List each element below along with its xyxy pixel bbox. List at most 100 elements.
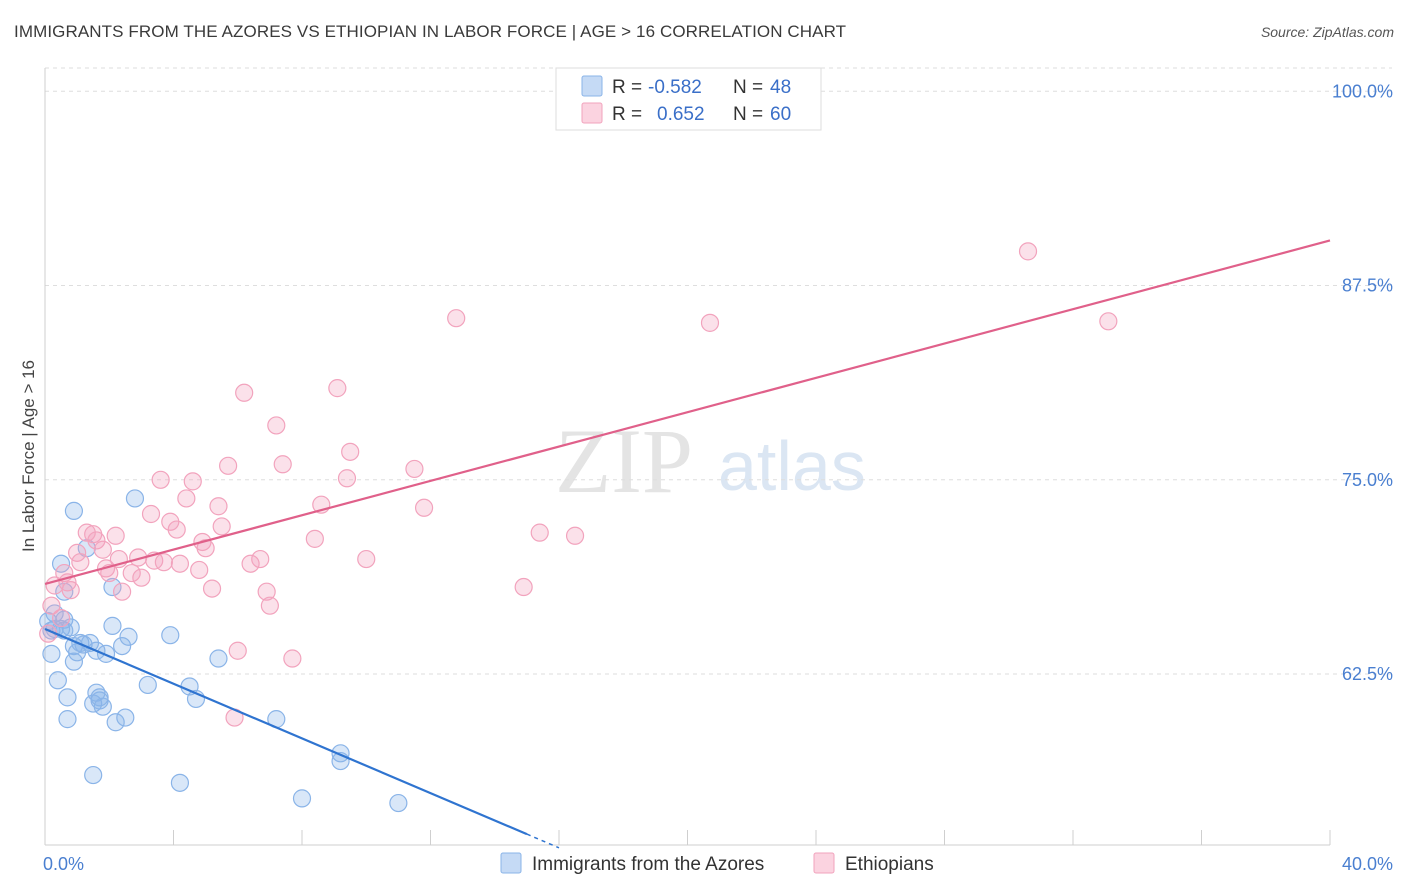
data-point (116, 708, 135, 727)
data-point (112, 582, 132, 601)
data-point (138, 675, 157, 695)
gridlines (45, 67, 1392, 675)
data-point (122, 563, 141, 583)
data-point (414, 498, 434, 517)
y-tick-label: 75.0% (1342, 470, 1393, 490)
y-axis-label: In Labor Force | Age > 16 (19, 360, 38, 552)
data-point (251, 549, 270, 569)
data-point (167, 520, 186, 539)
data-point (328, 379, 347, 398)
data-point (273, 455, 292, 474)
data-point (58, 688, 77, 707)
data-point (235, 383, 254, 402)
watermark-zip: ZIP (555, 410, 693, 512)
trend-line (44, 627, 528, 836)
data-point (219, 456, 238, 475)
data-point (51, 609, 71, 628)
data-point (87, 531, 106, 550)
data-point (190, 560, 209, 580)
data-point (212, 517, 231, 536)
data-point (196, 539, 215, 558)
stats-legend-r-value-ethiopians: 0.652 (657, 104, 705, 125)
series-legend-label-azores: Immigrants from the Azores (532, 854, 764, 875)
data-point (119, 627, 138, 646)
series-legend-swatch-ethiopians (813, 852, 835, 874)
data-point (292, 789, 312, 808)
stats-legend-n-value-azores: 48 (770, 77, 791, 98)
data-point (48, 671, 67, 690)
data-point (267, 416, 286, 435)
data-point (514, 577, 533, 597)
series-legend-swatch-azores (500, 852, 522, 874)
data-point (93, 540, 112, 559)
data-point (106, 713, 125, 732)
stats-legend-r-value-azores: -0.582 (648, 77, 702, 98)
y-tick-label: 62.5% (1342, 664, 1393, 684)
stats-legend-r-label-azores: R = (612, 77, 642, 98)
data-point (64, 501, 84, 520)
watermark-atlas: atlas (718, 427, 866, 505)
data-point (71, 553, 90, 572)
data-point (241, 554, 260, 573)
y-axis-tick-labels: 62.5% 75.0% 87.5% 100.0% (1332, 81, 1393, 684)
y-tick-label: 87.5% (1342, 276, 1393, 296)
trend-line-extension (526, 833, 560, 849)
data-point (389, 793, 408, 813)
data-point (1018, 242, 1038, 261)
series-legend: Immigrants from the Azores Ethiopians (500, 852, 934, 875)
data-point (209, 649, 228, 668)
data-point (170, 554, 190, 573)
data-point (447, 309, 466, 328)
data-point (42, 596, 61, 615)
trend-line (44, 239, 1331, 585)
data-point (305, 529, 324, 548)
y-tick-label: 100.0% (1332, 81, 1393, 101)
data-point (228, 641, 247, 660)
data-point (103, 616, 122, 635)
data-point (161, 626, 180, 645)
data-point (341, 442, 360, 461)
chart-title: IMMIGRANTS FROM THE AZORES VS ETHIOPIAN … (14, 22, 847, 41)
stats-legend-r-label-ethiopians: R = (612, 104, 642, 125)
data-point (283, 649, 302, 668)
data-point (565, 526, 585, 545)
data-point (112, 636, 132, 656)
data-point (700, 313, 720, 332)
trend-lines (44, 239, 1331, 849)
data-point (103, 577, 122, 597)
series-azores (39, 489, 408, 813)
data-point (260, 596, 279, 615)
data-point (209, 497, 228, 516)
chart-source: Source: ZipAtlas.com (1260, 24, 1394, 40)
stats-legend-n-label-ethiopians: N = (733, 104, 763, 125)
series-ethiopians (39, 242, 1118, 727)
data-point (530, 523, 549, 542)
x-tick-label-max: 40.0% (1342, 854, 1393, 874)
data-point (58, 710, 77, 729)
x-tick-label-min: 0.0% (43, 854, 84, 874)
data-point (132, 568, 151, 587)
stats-legend-n-value-ethiopians: 60 (770, 104, 791, 125)
data-point (257, 582, 276, 601)
data-point (151, 470, 170, 489)
series-legend-label-ethiopians: Ethiopians (845, 854, 934, 875)
data-point (357, 549, 376, 569)
data-point (42, 644, 61, 663)
data-point (77, 523, 96, 542)
data-point (141, 504, 161, 524)
data-point (177, 489, 196, 508)
data-point (93, 697, 112, 716)
stats-legend: R = -0.582 N = 48 R = 0.652 N = 60 (555, 67, 822, 131)
x-axis-ticks (44, 830, 1331, 845)
data-point (405, 459, 424, 479)
data-point (154, 553, 173, 572)
data-point (183, 472, 202, 491)
stats-legend-swatch-azores (581, 75, 603, 97)
stats-legend-n-label-azores: N = (733, 77, 763, 98)
data-point (125, 489, 145, 508)
data-point (61, 581, 80, 600)
data-point (84, 765, 103, 785)
data-point (170, 773, 190, 792)
data-point (202, 579, 222, 598)
